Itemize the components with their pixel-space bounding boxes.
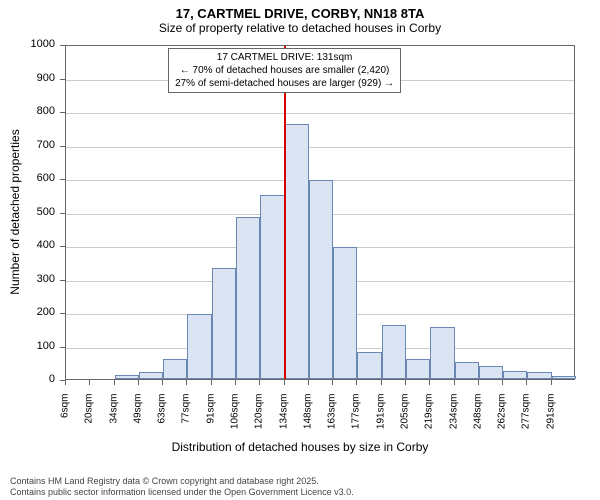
y-tick-mark <box>60 146 65 147</box>
y-tick-label: 600 <box>0 172 55 184</box>
x-tick-mark <box>551 380 552 385</box>
y-tick-mark <box>60 246 65 247</box>
x-tick-mark <box>162 380 163 385</box>
x-tick-mark <box>429 380 430 385</box>
x-tick-mark <box>308 380 309 385</box>
histogram-bar <box>357 352 381 379</box>
x-tick-mark <box>454 380 455 385</box>
chart-subtitle: Size of property relative to detached ho… <box>0 21 600 39</box>
histogram-bar <box>455 362 479 379</box>
x-tick-mark <box>114 380 115 385</box>
x-tick-label: 262sqm <box>497 394 508 444</box>
x-tick-mark <box>478 380 479 385</box>
annotation-line: 17 CARTMEL DRIVE: 131sqm <box>175 51 394 64</box>
y-tick-label: 400 <box>0 239 55 251</box>
y-tick-label: 800 <box>0 105 55 117</box>
grid-line <box>66 113 574 114</box>
x-tick-label: 291sqm <box>545 394 556 444</box>
x-tick-label: 20sqm <box>84 394 95 444</box>
y-tick-mark <box>60 45 65 46</box>
x-tick-label: 49sqm <box>132 394 143 444</box>
x-tick-label: 120sqm <box>254 394 265 444</box>
grid-line <box>66 147 574 148</box>
x-tick-mark <box>381 380 382 385</box>
y-tick-label: 500 <box>0 206 55 218</box>
histogram-bar <box>382 325 406 379</box>
histogram-bar <box>527 372 551 379</box>
x-tick-mark <box>526 380 527 385</box>
annotation-line: ← 70% of detached houses are smaller (2,… <box>175 64 394 77</box>
x-tick-label: 91sqm <box>205 394 216 444</box>
histogram-bar <box>236 217 260 379</box>
x-tick-mark <box>284 380 285 385</box>
y-tick-label: 200 <box>0 306 55 318</box>
y-tick-label: 100 <box>0 340 55 352</box>
marker-line <box>284 46 286 379</box>
x-tick-label: 205sqm <box>400 394 411 444</box>
x-tick-label: 219sqm <box>424 394 435 444</box>
y-tick-mark <box>60 213 65 214</box>
y-tick-label: 700 <box>0 139 55 151</box>
x-tick-label: 248sqm <box>472 394 483 444</box>
footer-line-1: Contains HM Land Registry data © Crown c… <box>10 476 354 487</box>
histogram-bar <box>333 247 357 379</box>
x-tick-mark <box>211 380 212 385</box>
histogram-bar <box>260 195 284 379</box>
x-tick-mark <box>356 380 357 385</box>
x-tick-label: 6sqm <box>60 394 71 444</box>
histogram-bar <box>406 359 430 379</box>
histogram-bar <box>285 124 309 379</box>
x-tick-mark <box>332 380 333 385</box>
histogram-bar <box>212 268 236 379</box>
x-tick-mark <box>405 380 406 385</box>
y-tick-label: 1000 <box>0 38 55 50</box>
y-tick-mark <box>60 347 65 348</box>
y-tick-label: 900 <box>0 72 55 84</box>
histogram-bar <box>503 371 527 379</box>
y-tick-label: 300 <box>0 273 55 285</box>
y-tick-mark <box>60 280 65 281</box>
x-tick-label: 277sqm <box>521 394 532 444</box>
x-tick-mark <box>89 380 90 385</box>
x-tick-label: 191sqm <box>375 394 386 444</box>
histogram-bar <box>309 180 333 379</box>
x-tick-mark <box>138 380 139 385</box>
x-tick-mark <box>502 380 503 385</box>
x-tick-label: 234sqm <box>448 394 459 444</box>
x-tick-label: 163sqm <box>327 394 338 444</box>
histogram-bar <box>430 327 454 379</box>
chart-title: 17, CARTMEL DRIVE, CORBY, NN18 8TA <box>0 0 600 21</box>
x-tick-label: 106sqm <box>230 394 241 444</box>
x-tick-mark <box>186 380 187 385</box>
y-tick-mark <box>60 313 65 314</box>
x-tick-label: 77sqm <box>181 394 192 444</box>
annotation-box: 17 CARTMEL DRIVE: 131sqm← 70% of detache… <box>168 48 401 93</box>
y-tick-mark <box>60 179 65 180</box>
histogram-bar <box>187 314 211 379</box>
footer-attribution: Contains HM Land Registry data © Crown c… <box>10 476 354 498</box>
y-tick-mark <box>60 112 65 113</box>
histogram-bar <box>552 376 576 379</box>
histogram-bar <box>115 375 139 379</box>
histogram-bar <box>139 372 163 379</box>
y-tick-label: 0 <box>0 373 55 385</box>
x-tick-label: 134sqm <box>278 394 289 444</box>
histogram-bar <box>479 366 503 379</box>
x-tick-label: 148sqm <box>302 394 313 444</box>
footer-line-2: Contains public sector information licen… <box>10 487 354 498</box>
x-tick-label: 34sqm <box>108 394 119 444</box>
chart-container: { "title": "17, CARTMEL DRIVE, CORBY, NN… <box>0 0 600 500</box>
annotation-line: 27% of semi-detached houses are larger (… <box>175 77 394 90</box>
x-tick-label: 63sqm <box>157 394 168 444</box>
x-tick-mark <box>235 380 236 385</box>
y-tick-mark <box>60 79 65 80</box>
x-tick-label: 177sqm <box>351 394 362 444</box>
x-tick-mark <box>65 380 66 385</box>
histogram-bar <box>163 359 187 379</box>
plot-area: 17 CARTMEL DRIVE: 131sqm← 70% of detache… <box>65 45 575 380</box>
x-tick-mark <box>259 380 260 385</box>
x-axis-label: Distribution of detached houses by size … <box>0 440 600 454</box>
